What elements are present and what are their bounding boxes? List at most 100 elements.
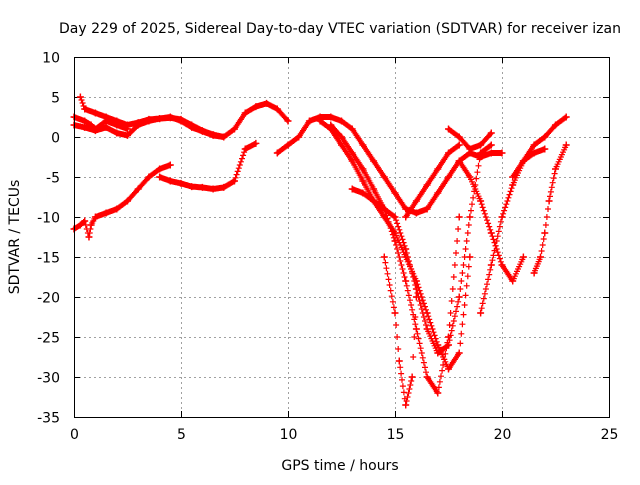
data-point [552, 121, 559, 129]
data-point [91, 125, 99, 133]
data-point [391, 189, 399, 197]
data-point [327, 121, 335, 129]
data-point [402, 245, 410, 253]
data-point [102, 123, 110, 131]
series-arc-9 [348, 141, 495, 357]
data-point [412, 285, 420, 293]
y-tick-label: -20 [37, 291, 60, 307]
data-point [402, 213, 410, 221]
data-point [359, 141, 367, 149]
data-point [487, 261, 495, 269]
data-point [455, 293, 463, 301]
data-point [220, 183, 228, 191]
data-point [391, 237, 399, 245]
data-point [348, 157, 356, 165]
data-point [434, 165, 442, 173]
data-point [91, 213, 99, 221]
data-point [445, 341, 452, 349]
data-point [76, 93, 84, 101]
data-point [305, 117, 313, 125]
series-arc-10 [380, 253, 420, 409]
data-point [423, 325, 431, 333]
data-point [359, 177, 367, 185]
y-tick-label: 0 [51, 131, 60, 147]
series-arc-6 [273, 113, 506, 217]
data-point [445, 365, 452, 373]
data-point [477, 141, 485, 149]
data-point [327, 113, 335, 121]
data-point [423, 181, 431, 189]
data-point [85, 233, 93, 241]
series-arc-8 [327, 121, 463, 397]
data-point [241, 109, 249, 117]
data-point [338, 133, 345, 141]
y-tick-label: -5 [46, 171, 60, 187]
data-point [412, 325, 420, 333]
data-point [113, 129, 121, 137]
data-point [434, 341, 442, 349]
series-arc-13 [477, 145, 549, 317]
data-point [466, 173, 474, 181]
series-arc-15 [530, 141, 570, 277]
data-point [498, 213, 506, 221]
data-point [198, 127, 206, 135]
data-point [509, 181, 517, 189]
data-point [177, 115, 185, 123]
data-point [541, 133, 549, 141]
data-point [455, 349, 463, 357]
series-arc-5 [156, 139, 260, 193]
x-tick-label: 25 [601, 427, 619, 443]
data-point [519, 157, 527, 165]
data-point [338, 141, 345, 149]
data-point [273, 149, 281, 157]
data-point [87, 121, 95, 129]
data-point [166, 177, 174, 185]
y-tick-label: 10 [42, 51, 60, 67]
data-point [530, 141, 538, 149]
data-point [537, 253, 545, 261]
data-point [81, 105, 89, 113]
data-point [552, 165, 559, 173]
series-arc-2 [76, 93, 228, 141]
data-point [477, 149, 485, 157]
data-point [530, 269, 538, 277]
data-point [370, 157, 378, 165]
data-point [477, 309, 485, 317]
data-point [156, 173, 164, 181]
data-point [241, 145, 249, 153]
data-point [455, 157, 463, 165]
data-point [124, 197, 131, 205]
data-point [113, 121, 121, 129]
data-point [423, 373, 431, 381]
data-point [434, 389, 442, 397]
data-point [231, 125, 238, 133]
series-markers [274, 114, 505, 216]
data-point [455, 141, 463, 149]
axis-ticks: 0 5 10 15 20 25 -35 -30 -25 -20 -15 -10 -5 0 5 10 [37, 51, 618, 444]
data-point [402, 401, 410, 409]
data-point [102, 117, 110, 125]
data-point [166, 161, 174, 169]
data-point [145, 173, 153, 181]
data-point [156, 165, 164, 173]
data-point [395, 357, 403, 365]
data-point [412, 197, 420, 205]
chart-title: Day 229 of 2025, Sidereal Day-to-day VTE… [59, 21, 621, 37]
x-tick-label: 20 [494, 427, 512, 443]
data-point [466, 213, 474, 221]
x-tick-label: 5 [177, 427, 186, 443]
data-point [91, 109, 99, 117]
series-markers [77, 94, 227, 140]
data-point [188, 183, 196, 191]
data-point [209, 185, 217, 193]
x-tick-label: 0 [70, 427, 79, 443]
data-point [487, 129, 495, 137]
data-point [445, 173, 452, 181]
data-point [209, 131, 217, 139]
x-tick-label: 10 [280, 427, 298, 443]
data-point [380, 205, 388, 213]
y-tick-label: 5 [51, 91, 60, 107]
data-point [445, 149, 452, 157]
data-point [124, 131, 131, 139]
